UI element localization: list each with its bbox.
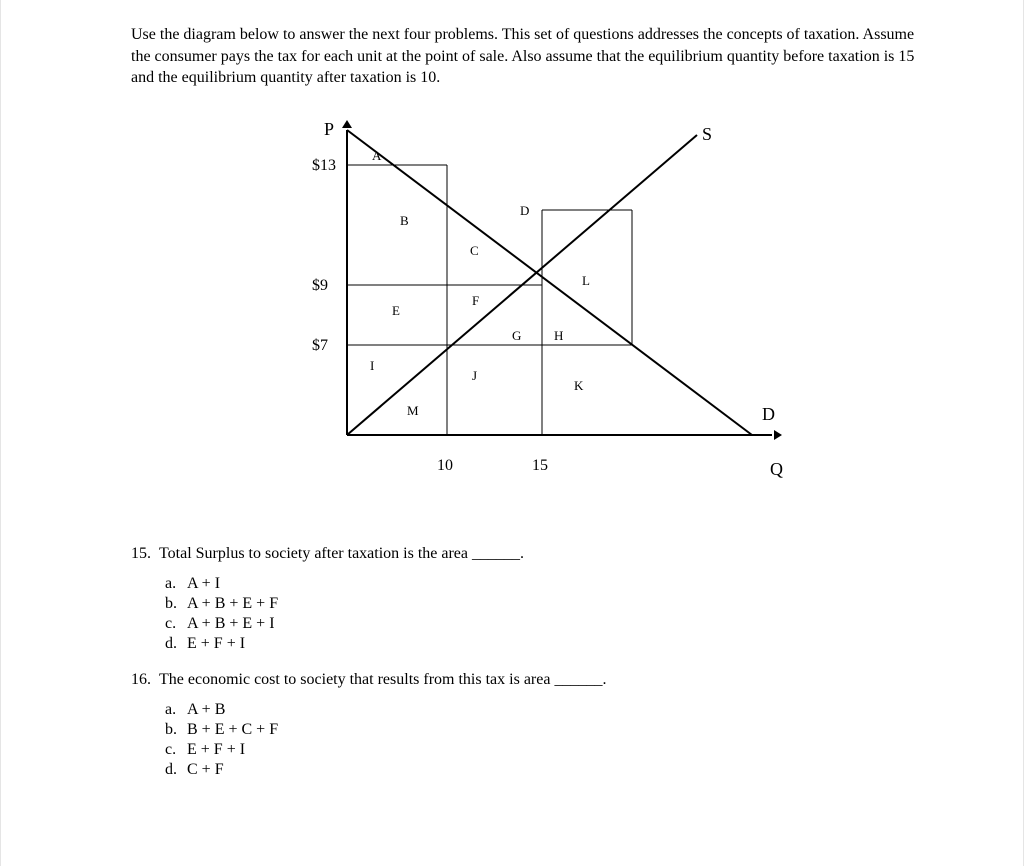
region-label: J [472, 368, 477, 383]
region-label: G [512, 328, 521, 343]
y-axis-arrow [342, 120, 352, 128]
demand-label: D [762, 404, 775, 424]
option-item: d.C + F [165, 761, 933, 779]
region-label: D [520, 203, 529, 218]
intro-paragraph: Use the diagram below to answer the next… [131, 24, 933, 89]
y-tick-label: $13 [312, 157, 336, 174]
demand-curve [347, 130, 752, 435]
option-text: E + F + I [187, 741, 245, 758]
questions-block: 15.Total Surplus to society after taxati… [131, 545, 933, 779]
option-letter: c. [165, 615, 187, 633]
answer-blank: ______ [554, 671, 602, 688]
y-axis-label: P [324, 119, 334, 139]
x-axis-arrow [774, 430, 782, 440]
option-item: d.E + F + I [165, 635, 933, 653]
question-number: 15. [131, 545, 159, 563]
x-axis-label: Q [770, 459, 783, 479]
question-prompt: 15.Total Surplus to society after taxati… [131, 545, 933, 563]
region-label: F [472, 293, 479, 308]
question-item: 15.Total Surplus to society after taxati… [131, 545, 933, 653]
option-item: c.E + F + I [165, 741, 933, 759]
region-label: L [582, 273, 590, 288]
option-letter: b. [165, 595, 187, 613]
region-label: E [392, 303, 400, 318]
option-text: A + B + E + F [187, 595, 278, 612]
option-text: A + B [187, 701, 225, 718]
region-label: C [470, 243, 479, 258]
options-list: a.A + Bb.B + E + C + Fc.E + F + Id.C + F [131, 701, 933, 779]
region-label: B [400, 213, 409, 228]
region-label: I [370, 358, 374, 373]
option-item: b.B + E + C + F [165, 721, 933, 739]
option-letter: a. [165, 701, 187, 719]
y-tick-label: $9 [312, 277, 328, 294]
option-item: c.A + B + E + I [165, 615, 933, 633]
x-tick-label: 10 [437, 457, 453, 474]
option-letter: c. [165, 741, 187, 759]
option-letter: a. [165, 575, 187, 593]
option-item: a.A + I [165, 575, 933, 593]
supply-label: S [702, 124, 712, 144]
chart-container: $13 $9 $7 10 15 A B C D E F G H L I J K M S D P Q [131, 115, 933, 505]
x-tick-label: 15 [532, 457, 548, 474]
question-item: 16.The economic cost to society that res… [131, 671, 933, 779]
option-text: A + I [187, 575, 220, 592]
option-item: b.A + B + E + F [165, 595, 933, 613]
y-tick-label: $7 [312, 337, 328, 354]
option-letter: d. [165, 761, 187, 779]
region-label: M [407, 403, 419, 418]
region-label: H [554, 328, 563, 343]
option-text: A + B + E + I [187, 615, 275, 632]
questions-list: 15.Total Surplus to society after taxati… [131, 545, 933, 779]
option-text: E + F + I [187, 635, 245, 652]
question-number: 16. [131, 671, 159, 689]
question-prompt: 16.The economic cost to society that res… [131, 671, 933, 689]
options-list: a.A + Ib.A + B + E + Fc.A + B + E + Id.E… [131, 575, 933, 653]
option-text: C + F [187, 761, 224, 778]
page: Use the diagram below to answer the next… [0, 0, 1024, 866]
option-letter: b. [165, 721, 187, 739]
option-letter: d. [165, 635, 187, 653]
option-text: B + E + C + F [187, 721, 278, 738]
option-item: a.A + B [165, 701, 933, 719]
supply-demand-chart: $13 $9 $7 10 15 A B C D E F G H L I J K M S D P Q [252, 115, 812, 505]
region-label: K [574, 378, 584, 393]
region-label: A [372, 148, 382, 163]
answer-blank: ______ [472, 545, 520, 562]
